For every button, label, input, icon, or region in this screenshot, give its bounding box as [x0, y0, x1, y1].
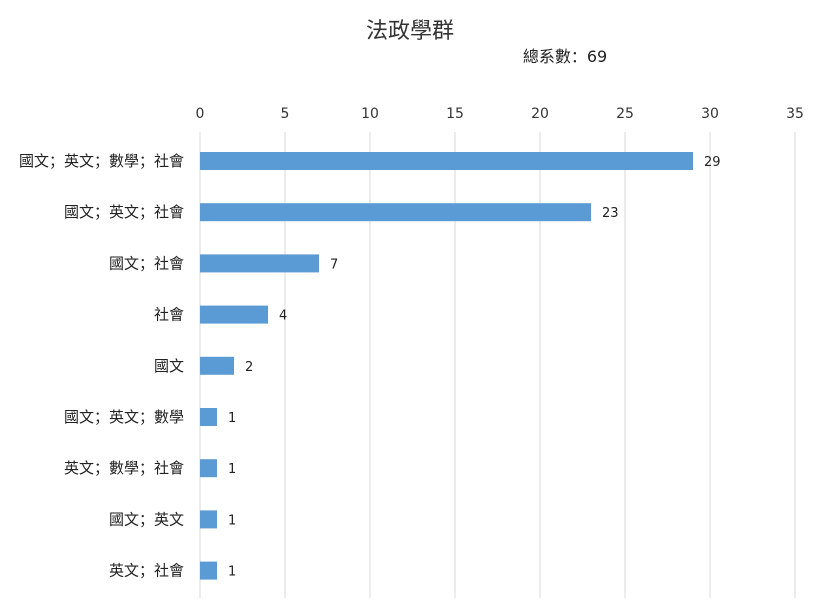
category-label: 國文；英文；數學；社會: [19, 152, 184, 170]
x-tick-label: 5: [281, 106, 290, 122]
bar: [200, 152, 693, 170]
bar: [200, 459, 217, 478]
value-label: 23: [602, 206, 619, 221]
value-labels: 29 23 7 4 2 1 1 1 1: [228, 155, 721, 580]
bar: [200, 203, 591, 222]
bar: [200, 510, 217, 529]
gridlines: [199, 132, 796, 598]
category-label: 英文；數學；社會: [64, 459, 184, 477]
chart-title: 法政學群: [366, 19, 454, 44]
value-label: 1: [228, 565, 236, 580]
category-label: 英文；社會: [109, 562, 184, 580]
x-tick-label: 10: [361, 106, 379, 122]
value-label: 2: [245, 360, 253, 375]
category-label: 國文；英文: [109, 510, 184, 528]
x-tick-label: 0: [196, 106, 205, 122]
category-label: 社會: [154, 306, 184, 324]
x-tick-label: 15: [446, 106, 464, 122]
bars: [200, 152, 693, 580]
x-tick-label: 30: [701, 106, 719, 122]
x-tick-label: 25: [616, 106, 634, 122]
category-label: 國文；英文；社會: [64, 203, 184, 221]
bar: [200, 561, 217, 580]
category-label: 國文；社會: [109, 254, 184, 272]
value-label: 4: [279, 309, 287, 324]
value-label: 1: [228, 411, 236, 426]
x-tick-label: 20: [531, 106, 549, 122]
bar: [200, 305, 268, 324]
bar: [200, 356, 234, 375]
category-labels: 國文；英文；數學；社會國文；英文；社會國文；社會社會國文國文；英文；數學英文；數…: [19, 152, 184, 580]
x-axis-ticks: 0 5 10 15 20 25 30 35: [196, 106, 804, 122]
bar: [200, 408, 217, 426]
category-label: 國文；英文；數學: [64, 408, 184, 426]
value-label: 1: [228, 513, 236, 528]
value-label: 7: [330, 257, 338, 272]
x-tick-label: 35: [786, 106, 804, 122]
value-label: 1: [228, 462, 236, 477]
chart-subtitle: 總系數：69: [523, 47, 607, 66]
category-label: 國文: [154, 357, 184, 375]
value-label: 29: [704, 155, 721, 170]
bar: [200, 254, 319, 273]
